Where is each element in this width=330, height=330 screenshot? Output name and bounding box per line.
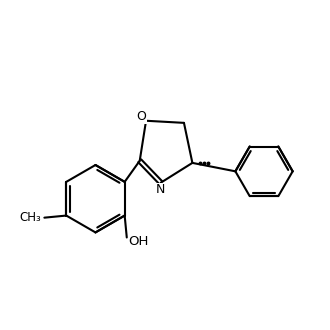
Text: OH: OH	[128, 235, 149, 248]
Text: O: O	[136, 110, 146, 123]
Text: CH₃: CH₃	[19, 211, 41, 224]
Text: N: N	[156, 183, 165, 196]
